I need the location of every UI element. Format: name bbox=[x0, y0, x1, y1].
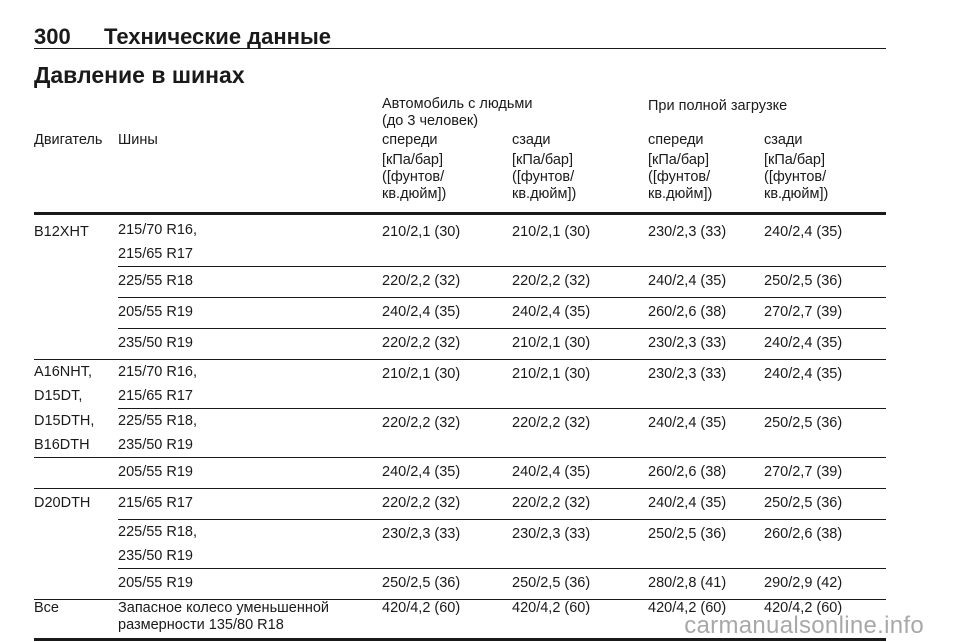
tire-cell: 235/50 R19 bbox=[118, 328, 382, 360]
pressure-cell: 240/2,4 (35) bbox=[648, 488, 764, 520]
pressure-cell: 220/2,2 (32) bbox=[512, 266, 648, 298]
pressure-cell: 250/2,5 (36) bbox=[764, 408, 886, 458]
pressure-cell: 220/2,2 (32) bbox=[382, 408, 512, 458]
tire-cell: 215/70 R16, 215/65 R17 bbox=[118, 222, 198, 262]
section-title: Давление в шинах bbox=[34, 62, 245, 88]
pressure-cell: 240/2,4 (35) bbox=[382, 457, 512, 489]
pressure-cell: 220/2,2 (32) bbox=[382, 266, 512, 298]
pressure-cell: 210/2,1 (30) bbox=[512, 224, 591, 240]
pressure-cell: 250/2,5 (36) bbox=[764, 488, 886, 520]
pressure-cell: 230/2,3 (33) bbox=[382, 519, 512, 569]
pressure-cell: 210/2,1 (30) bbox=[382, 359, 512, 409]
table-row: A16NHT, D15DT, 215/70 R16, 215/65 R17 210/… bbox=[34, 359, 886, 409]
pressure-cell: 270/2,7 (39) bbox=[764, 457, 886, 489]
pressure-cell: 260/2,6 (38) bbox=[764, 519, 886, 569]
tire-cell: 205/55 R19 bbox=[118, 297, 382, 329]
table-row: 235/50 R19 220/2,2 (32) 210/2,1 (30) 230… bbox=[34, 328, 886, 360]
engine-cell bbox=[34, 329, 118, 360]
tire-cell: 225/55 R18, 235/50 R19 bbox=[118, 408, 382, 458]
engine-cell: Все bbox=[34, 599, 118, 641]
table-row: 225/55 R18, 235/50 R19 230/2,3 (33) 230/2… bbox=[34, 519, 886, 569]
header-rear: сзади bbox=[764, 132, 803, 148]
pressure-cell: 220/2,2 (32) bbox=[512, 488, 648, 520]
tire-cell: 205/55 R19 bbox=[118, 457, 382, 489]
table-row: 205/55 R19 240/2,4 (35) 240/2,4 (35) 260… bbox=[34, 457, 886, 489]
pressure-cell: 290/2,9 (42) bbox=[764, 568, 886, 600]
pressure-cell: 240/2,4 (35) bbox=[512, 457, 648, 489]
pressure-cell: 240/2,4 (35) bbox=[648, 408, 764, 458]
header-unit: [кПа/бар] ([фунтов/кв.дюйм]) bbox=[648, 152, 764, 215]
header-unit: [кПа/бар] ([фунтов/кв.дюйм]) bbox=[764, 152, 886, 215]
pressure-cell: 240/2,4 (35) bbox=[512, 297, 648, 329]
pressure-cell: 250/2,5 (36) bbox=[382, 568, 512, 600]
pressure-cell: 260/2,6 (38) bbox=[648, 297, 764, 329]
header-front: спереди bbox=[382, 132, 438, 148]
pressure-cell: 280/2,8 (41) bbox=[648, 568, 764, 600]
engine-cell: D15DTH, B16DTH bbox=[34, 412, 95, 453]
table-row: 225/55 R18 220/2,2 (32) 220/2,2 (32) 240… bbox=[34, 266, 886, 298]
header-front: спереди bbox=[648, 132, 704, 148]
header-rear: сзади bbox=[512, 132, 551, 148]
pressure-cell: 270/2,7 (39) bbox=[764, 297, 886, 329]
pressure-cell: 420/4,2 (60) bbox=[382, 599, 512, 641]
table-row: B12XHT 215/70 R16, 215/65 R17 210/2,1 (30… bbox=[34, 214, 886, 267]
tire-cell: 225/55 R18 bbox=[118, 266, 382, 298]
header-engine: Двигатель bbox=[34, 132, 103, 148]
pressure-cell: 420/4,2 (60) bbox=[764, 599, 886, 641]
pressure-cell: 250/2,5 (36) bbox=[764, 266, 886, 298]
engine-cell: D20DTH bbox=[34, 488, 118, 520]
tire-cell: 205/55 R19 bbox=[118, 568, 382, 600]
page-header: 300 Технические данные bbox=[34, 14, 886, 49]
header-unit: [кПа/бар] ([фунтов/кв.дюйм]) bbox=[382, 152, 512, 215]
engine-cell: B12XHT bbox=[34, 224, 89, 240]
pressure-cell: 240/2,4 (35) bbox=[382, 297, 512, 329]
tire-pressure-table: Автомобиль с людьми (до 3 человек) При п… bbox=[34, 96, 886, 641]
pressure-cell: 420/4,2 (60) bbox=[648, 599, 764, 641]
pressure-cell: 220/2,2 (32) bbox=[382, 488, 512, 520]
header-tires: Шины bbox=[118, 132, 158, 148]
engine-cell bbox=[34, 298, 118, 329]
table-row: 205/55 R19 250/2,5 (36) 250/2,5 (36) 280… bbox=[34, 568, 886, 600]
table-row: D20DTH 215/65 R17 220/2,2 (32) 220/2,2 (… bbox=[34, 488, 886, 520]
header-group-partial-load: Автомобиль с людьми (до 3 человек) bbox=[382, 96, 533, 129]
header-unit: [кПа/бар] ([фунтов/кв.дюйм]) bbox=[512, 152, 648, 215]
header-group-full-load: При полной загрузке bbox=[648, 98, 788, 114]
pressure-cell: 230/2,3 (33) bbox=[648, 328, 764, 360]
page-number: 300 bbox=[34, 24, 71, 49]
pressure-cell: 240/2,4 (35) bbox=[648, 266, 764, 298]
pressure-cell: 210/2,1 (30) bbox=[512, 359, 648, 409]
watermark: carmanualsonline.info bbox=[684, 612, 924, 639]
pressure-cell: 220/2,2 (32) bbox=[512, 408, 648, 458]
table-row: Все Запасное колесо уменьшенной размернос… bbox=[34, 599, 886, 641]
chapter-title: Технические данные bbox=[104, 24, 331, 49]
pressure-cell: 260/2,6 (38) bbox=[648, 457, 764, 489]
pressure-cell: 240/2,4 (35) bbox=[764, 224, 843, 240]
tire-cell: 225/55 R18, 235/50 R19 bbox=[118, 519, 382, 569]
engine-cell bbox=[34, 267, 118, 298]
pressure-cell: 250/2,5 (36) bbox=[512, 568, 648, 600]
table-row: D15DTH, B16DTH 225/55 R18, 235/50 R19 220/… bbox=[34, 408, 886, 458]
pressure-cell: 420/4,2 (60) bbox=[512, 599, 648, 641]
pressure-cell: 230/2,3 (33) bbox=[512, 519, 648, 569]
pressure-cell: 240/2,4 (35) bbox=[764, 328, 886, 360]
engine-cell: A16NHT, D15DT, bbox=[34, 359, 118, 409]
tire-cell: 215/65 R17 bbox=[118, 488, 382, 520]
tire-cell: 215/70 R16, 215/65 R17 bbox=[118, 359, 382, 409]
engine-cell bbox=[34, 457, 118, 489]
engine-cell bbox=[34, 569, 118, 600]
pressure-cell: 230/2,3 (33) bbox=[648, 224, 727, 240]
pressure-cell: 240/2,4 (35) bbox=[764, 359, 886, 409]
pressure-cell: 250/2,5 (36) bbox=[648, 519, 764, 569]
engine-cell bbox=[34, 520, 118, 569]
pressure-cell: 210/2,1 (30) bbox=[382, 224, 461, 240]
pressure-cell: 220/2,2 (32) bbox=[382, 328, 512, 360]
pressure-cell: 230/2,3 (33) bbox=[648, 359, 764, 409]
table-row: 205/55 R19 240/2,4 (35) 240/2,4 (35) 260… bbox=[34, 297, 886, 329]
tire-cell: Запасное колесо уменьшенной размерности 1… bbox=[118, 599, 382, 641]
pressure-cell: 210/2,1 (30) bbox=[512, 328, 648, 360]
